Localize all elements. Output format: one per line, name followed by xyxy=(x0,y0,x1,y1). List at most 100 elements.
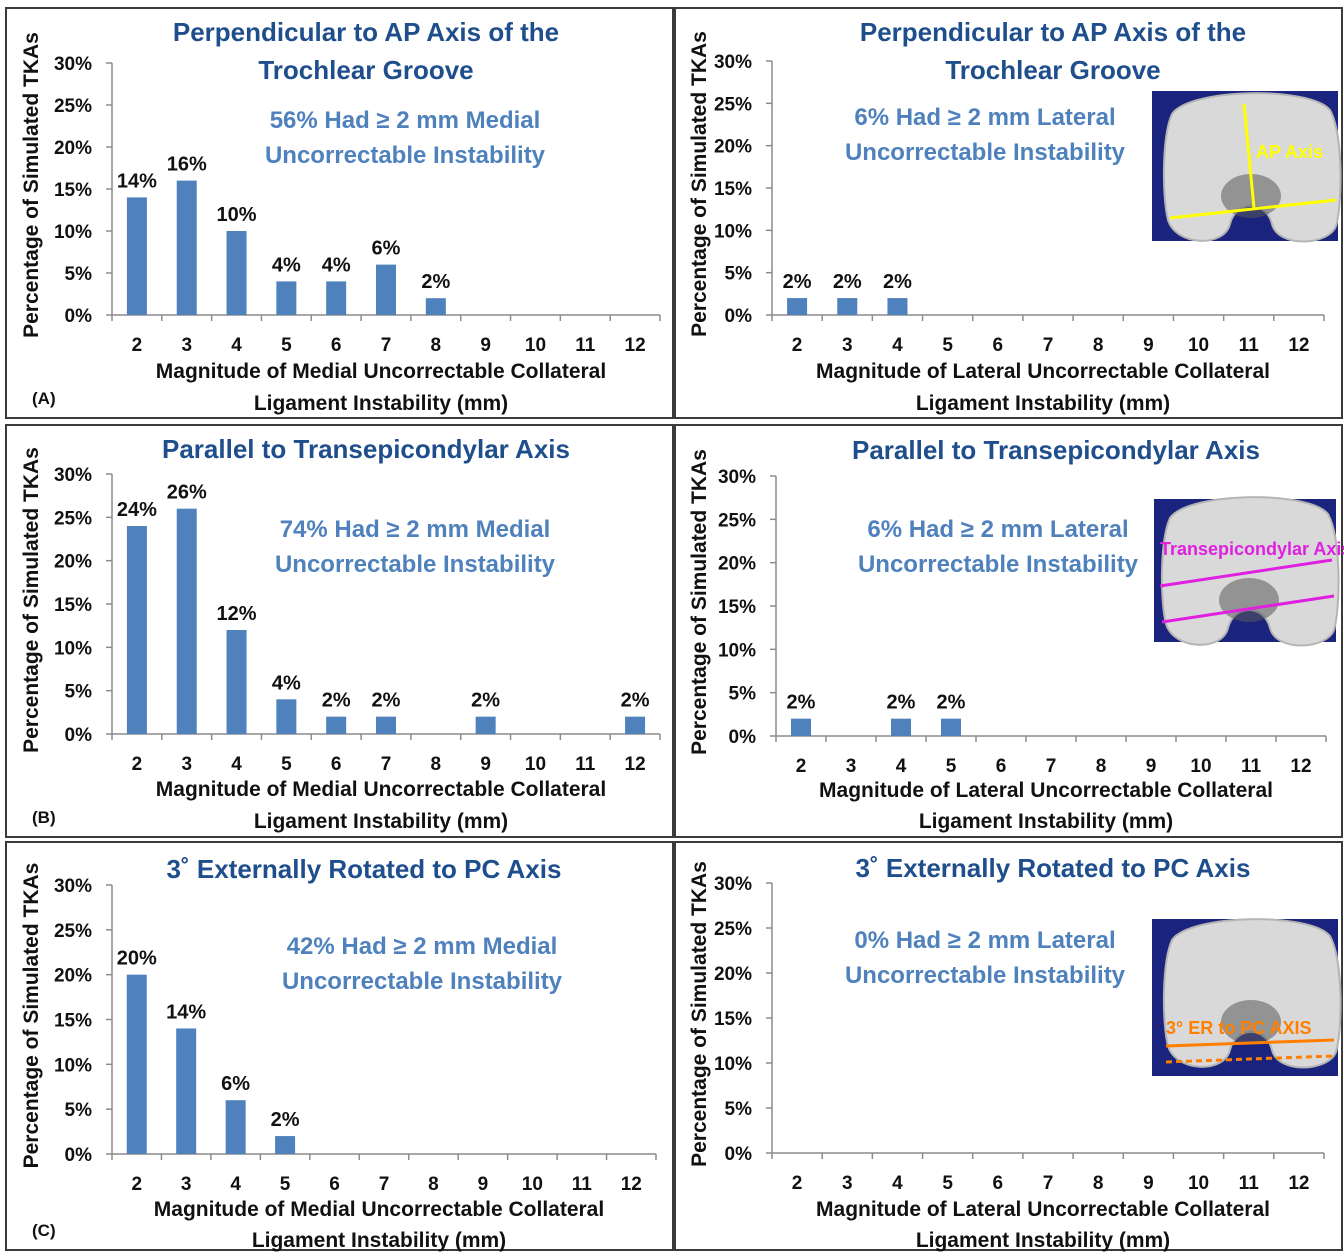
x-tick-label: 6 xyxy=(331,754,342,775)
annotation: 56% Had ≥ 2 mm Medial xyxy=(270,107,541,134)
data-label: 2% xyxy=(783,271,812,293)
chart-title: Parallel to Transepicondylar Axis xyxy=(852,435,1260,465)
x-tick-label: 6 xyxy=(996,756,1007,777)
y-tick-label: 30% xyxy=(54,54,92,75)
reference-line xyxy=(1169,198,1337,220)
annotation: 6% Had ≥ 2 mm Lateral xyxy=(854,104,1115,131)
panel-border xyxy=(5,841,674,1251)
y-tick-label: 15% xyxy=(718,597,756,618)
ap-axis-line xyxy=(1242,103,1256,209)
bar xyxy=(326,716,347,734)
x-axis-title: Magnitude of Medial Uncorrectable Collat… xyxy=(156,360,606,383)
panel-letter: (A) xyxy=(32,389,56,408)
bar xyxy=(275,1136,296,1154)
data-label: 4% xyxy=(322,254,351,276)
bar xyxy=(176,508,197,734)
y-tick-label: 30% xyxy=(54,465,92,486)
y-tick-label: 10% xyxy=(54,1055,92,1076)
chart-panel-6: 3˚ Externally Rotated to PC Axis 0% Had ≥… xyxy=(674,841,1343,1252)
x-axis-title-line-2: Ligament Instability (mm) xyxy=(916,1229,1170,1252)
data-label: 2% xyxy=(322,690,351,712)
bar xyxy=(376,716,396,734)
y-tick-label: 25% xyxy=(714,94,752,115)
y-tick-label: 0% xyxy=(725,1144,753,1165)
chart-panel-2: Perpendicular to AP Axis of the Trochlear… xyxy=(674,7,1343,419)
panel-border xyxy=(674,841,1343,1251)
x-tick-label: 12 xyxy=(1288,1173,1309,1194)
annotation-line-2: Uncorrectable Instability xyxy=(275,551,556,578)
annotation: 42% Had ≥ 2 mm Medial xyxy=(287,933,558,960)
y-tick-label: 0% xyxy=(65,725,93,746)
bar xyxy=(126,974,147,1154)
y-tick-label: 10% xyxy=(714,1054,752,1075)
data-label: 2% xyxy=(883,271,912,293)
x-tick-label: 10 xyxy=(525,335,546,356)
data-label: 16% xyxy=(167,154,207,176)
data-label: 4% xyxy=(272,672,301,694)
y-tick-label: 20% xyxy=(54,138,92,159)
x-tick-label: 5 xyxy=(942,1173,953,1194)
x-axis-title-line-2: Ligament Instability (mm) xyxy=(916,392,1170,415)
annotation: 0% Had ≥ 2 mm Lateral xyxy=(854,927,1115,954)
data-label: 6% xyxy=(221,1073,250,1095)
y-tick-label: 25% xyxy=(714,919,752,940)
inset-label: AP Axis xyxy=(1256,142,1323,162)
x-tick-label: 9 xyxy=(478,1174,489,1195)
x-tick-label: 5 xyxy=(280,1174,291,1195)
y-tick-label: 30% xyxy=(714,874,752,895)
x-axis-title: Magnitude of Lateral Uncorrectable Colla… xyxy=(819,779,1273,802)
y-tick-label: 5% xyxy=(725,1099,753,1120)
data-label: 2% xyxy=(937,692,966,714)
x-tick-label: 7 xyxy=(1043,335,1054,356)
y-tick-label: 25% xyxy=(54,921,92,942)
x-tick-label: 6 xyxy=(329,1174,340,1195)
bar xyxy=(226,630,247,734)
er-axis-line xyxy=(1165,1038,1335,1048)
y-tick-label: 10% xyxy=(54,638,92,659)
data-label: 2% xyxy=(421,271,450,293)
x-tick-label: 5 xyxy=(281,754,292,775)
x-axis-title: Magnitude of Medial Uncorrectable Collat… xyxy=(156,778,606,801)
bar xyxy=(225,1100,246,1154)
x-tick-label: 3 xyxy=(181,335,192,356)
x-tick-label: 3 xyxy=(181,1174,192,1195)
annotation-line-2: Uncorrectable Instability xyxy=(858,551,1139,578)
x-axis-title-line-2: Ligament Instability (mm) xyxy=(252,1229,506,1252)
data-label: 20% xyxy=(117,948,157,970)
data-label: 2% xyxy=(887,692,916,714)
chart-title-line-2: Trochlear Groove xyxy=(945,55,1160,85)
x-tick-label: 4 xyxy=(231,335,242,356)
y-tick-label: 30% xyxy=(718,467,756,488)
chart-panel-5: 3˚ Externally Rotated to PC Axis 42% Had … xyxy=(5,841,674,1252)
y-tick-label: 5% xyxy=(725,264,753,285)
y-axis-title: Percentage of Simulated TKAs xyxy=(688,861,711,1167)
x-tick-label: 8 xyxy=(1096,756,1107,777)
x-tick-label: 12 xyxy=(625,754,646,775)
panel-border xyxy=(5,7,674,419)
bar xyxy=(126,526,147,734)
x-tick-label: 10 xyxy=(1188,335,1209,356)
x-axis-title: Magnitude of Lateral Uncorrectable Colla… xyxy=(816,1198,1270,1221)
y-tick-label: 10% xyxy=(54,222,92,243)
y-tick-label: 10% xyxy=(714,221,752,242)
bar xyxy=(791,718,811,736)
y-tick-label: 15% xyxy=(714,1009,752,1030)
data-label: 2% xyxy=(833,271,862,293)
chart-panel-3: Parallel to Transepicondylar Axis 74% Had… xyxy=(5,424,674,838)
x-tick-label: 11 xyxy=(1239,1173,1260,1194)
annotation: 74% Had ≥ 2 mm Medial xyxy=(280,516,551,543)
x-tick-label: 3 xyxy=(846,756,857,777)
data-label: 14% xyxy=(166,1001,206,1023)
y-tick-label: 20% xyxy=(718,554,756,575)
y-tick-label: 5% xyxy=(65,1100,93,1121)
data-label: 10% xyxy=(217,204,257,226)
panel-border xyxy=(674,7,1343,419)
y-tick-label: 20% xyxy=(714,964,752,985)
x-tick-label: 6 xyxy=(331,335,342,356)
bar xyxy=(475,716,496,734)
y-tick-label: 5% xyxy=(65,264,93,285)
x-tick-label: 12 xyxy=(1288,335,1309,356)
chart-title: 3˚ Externally Rotated to PC Axis xyxy=(167,854,562,884)
x-tick-label: 2 xyxy=(131,1174,142,1195)
